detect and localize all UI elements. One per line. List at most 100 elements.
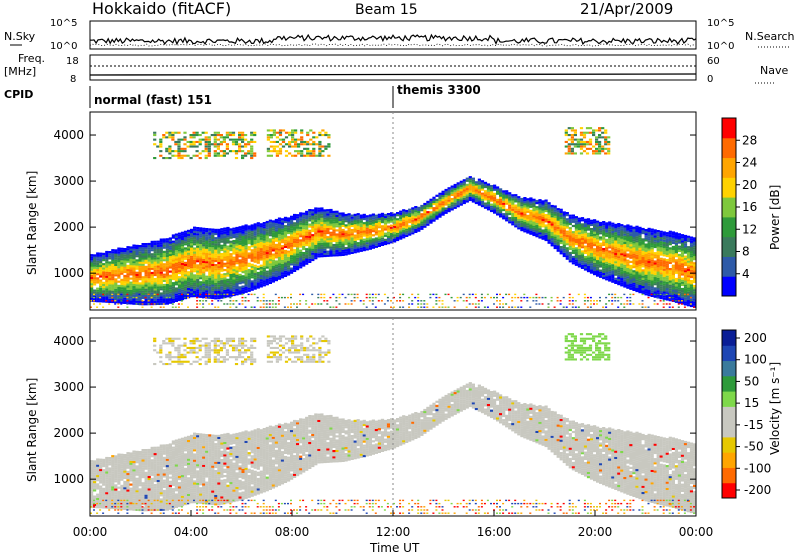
power-echo-cell bbox=[277, 252, 282, 255]
power-echo-cell bbox=[229, 259, 233, 262]
power-echo-cell bbox=[559, 227, 563, 230]
power-echo-cell bbox=[302, 235, 306, 238]
power-echo-cell bbox=[271, 255, 275, 258]
power-echo-cell bbox=[150, 253, 154, 256]
power-echo-cell bbox=[274, 277, 278, 280]
power-noise-cell bbox=[208, 296, 211, 299]
power-echo-cell bbox=[611, 274, 615, 277]
power-echo-cell bbox=[205, 290, 209, 293]
power-echo-cell bbox=[150, 284, 154, 287]
power-echo-cell bbox=[193, 261, 197, 265]
power-echo-cell bbox=[138, 286, 142, 289]
power-echo-cell bbox=[226, 251, 230, 254]
power-echo-cell bbox=[538, 230, 542, 233]
power-echo-cell bbox=[180, 248, 185, 251]
power-echo-cell bbox=[553, 244, 557, 247]
power-echo-cell bbox=[299, 218, 303, 221]
power-echo-cell bbox=[393, 221, 397, 224]
power-echo-cell bbox=[129, 254, 133, 257]
power-echo-cell bbox=[120, 289, 124, 292]
power-echo-cell bbox=[396, 218, 400, 221]
power-noise-cell bbox=[420, 300, 423, 302]
power-echo-cell bbox=[662, 239, 666, 242]
power-echo-cell bbox=[223, 291, 227, 294]
power-echo-cell bbox=[232, 285, 236, 288]
power-echo-cell bbox=[589, 267, 594, 270]
power-echo-cell bbox=[499, 204, 503, 208]
power-echo-cell bbox=[247, 246, 251, 249]
power-echo-cell bbox=[547, 208, 551, 211]
power-echo-cell bbox=[359, 216, 363, 219]
power-echo-cell bbox=[347, 231, 351, 234]
power-noise-cell bbox=[577, 306, 580, 308]
power-echo-cell bbox=[514, 216, 518, 220]
power-echo-cell bbox=[662, 277, 666, 280]
power-echo-cell bbox=[677, 270, 681, 273]
power-echo-cell bbox=[250, 270, 254, 273]
power-echo-cell bbox=[190, 274, 194, 277]
power-echo-cell bbox=[514, 212, 518, 215]
power-echo-cell bbox=[308, 248, 312, 251]
power-echo-cell bbox=[287, 267, 291, 270]
power-echo-cell bbox=[677, 233, 681, 236]
power-echo-cell bbox=[293, 240, 297, 243]
power-echo-cell bbox=[611, 276, 615, 279]
power-echo-cell bbox=[574, 243, 578, 246]
power-echo-cell bbox=[574, 236, 578, 239]
power-echo-cell bbox=[547, 206, 551, 209]
power-echo-cell bbox=[241, 244, 245, 247]
power-echo-cell bbox=[332, 212, 336, 216]
power-echo-cell bbox=[317, 228, 321, 231]
power-echo-cell bbox=[196, 249, 200, 252]
power-echo-cell bbox=[202, 227, 206, 230]
power-echo-cell bbox=[596, 264, 600, 267]
power-echo-cell bbox=[256, 234, 260, 237]
power-echo-cell bbox=[608, 250, 612, 253]
power-echo-cell bbox=[559, 214, 563, 218]
power-echo-cell bbox=[135, 298, 139, 301]
power-echo-cell bbox=[599, 244, 603, 247]
power-echo-cell bbox=[120, 301, 124, 304]
power-noise-cell bbox=[311, 293, 314, 296]
power-echo-cell bbox=[226, 291, 230, 294]
power-echo-cell bbox=[383, 238, 388, 241]
power-noise-cell bbox=[247, 300, 250, 302]
power-echo-cell bbox=[390, 235, 394, 238]
power-echo-cell bbox=[638, 226, 642, 229]
power-echo-cell bbox=[574, 220, 578, 223]
power-echo-cell bbox=[238, 273, 242, 276]
power-echo-cell bbox=[111, 249, 115, 252]
power-echo-cell bbox=[599, 230, 603, 233]
power-echo-cell bbox=[329, 213, 333, 216]
power-echo-cell bbox=[193, 295, 197, 298]
power-echo-cell bbox=[659, 236, 663, 240]
power-echo-cell bbox=[544, 203, 548, 206]
power-noise-cell bbox=[574, 306, 577, 308]
power-noise-cell bbox=[253, 306, 256, 308]
power-echo-cell bbox=[111, 294, 115, 297]
power-echo-cell bbox=[341, 228, 345, 232]
power-echo-cell bbox=[568, 260, 572, 263]
power-echo-cell bbox=[217, 270, 221, 273]
power-echo-cell bbox=[535, 228, 539, 232]
power-echo-cell bbox=[635, 254, 639, 257]
power-echo-cell bbox=[93, 297, 97, 300]
power-echo-cell bbox=[614, 248, 618, 251]
power-echo-cell bbox=[674, 294, 678, 297]
power-echo-cell bbox=[111, 290, 115, 293]
power-echo-cell bbox=[299, 235, 303, 238]
power-echo-cell bbox=[538, 217, 542, 220]
power-echo-cell bbox=[490, 209, 494, 213]
power-echo-cell bbox=[653, 252, 657, 255]
power-echo-cell bbox=[153, 294, 157, 297]
power-echo-cell bbox=[644, 284, 648, 288]
power-echo-cell bbox=[159, 242, 163, 245]
power-echo-cell bbox=[296, 253, 300, 256]
power-echo-cell bbox=[244, 284, 248, 287]
power-echo-cell bbox=[96, 273, 100, 276]
power-echo-cell bbox=[293, 215, 297, 219]
power-echo-cell bbox=[674, 290, 678, 293]
power-echo-cell bbox=[159, 248, 163, 251]
power-echo-cell bbox=[247, 289, 251, 292]
power-echo-cell bbox=[259, 258, 263, 261]
